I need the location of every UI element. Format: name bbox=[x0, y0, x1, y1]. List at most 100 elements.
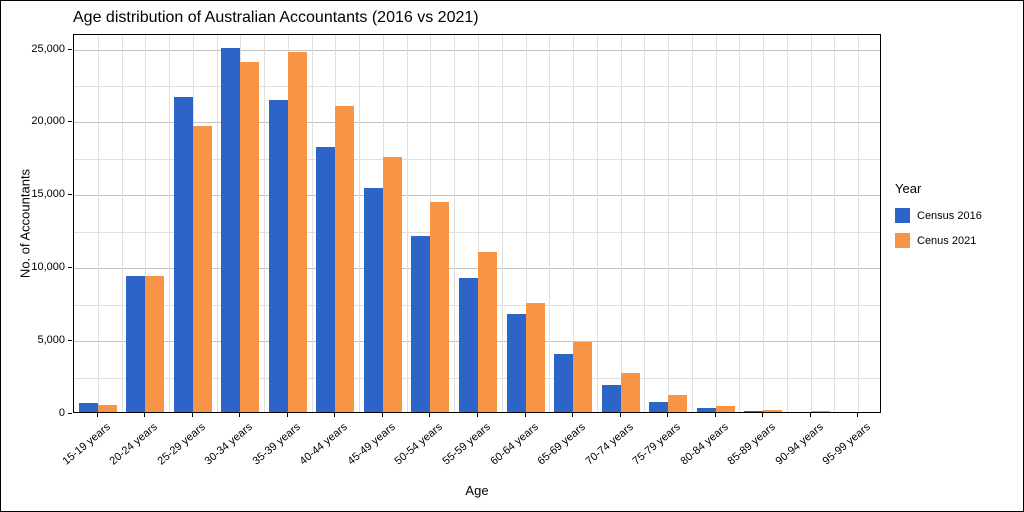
x-tick-label: 40-44 years bbox=[297, 421, 351, 468]
gridline-h-minor bbox=[74, 231, 880, 233]
y-tick-label: 15,000 bbox=[31, 188, 65, 201]
legend-label-2021: Cenus 2021 bbox=[917, 234, 977, 247]
y-tick-mark bbox=[68, 194, 72, 196]
gridline-v bbox=[786, 35, 788, 412]
x-tick-label: 15-19 years bbox=[60, 421, 113, 468]
x-tick-mark bbox=[477, 413, 478, 417]
gridline-v bbox=[359, 35, 361, 412]
gridline-v bbox=[573, 35, 575, 412]
x-tick-mark bbox=[857, 413, 859, 417]
gridline-v bbox=[763, 35, 765, 412]
gridline-v bbox=[715, 35, 717, 412]
gridline-h-major bbox=[74, 122, 880, 124]
gridline-v bbox=[739, 35, 741, 412]
bar-cenus-2021-55-59-years bbox=[478, 252, 497, 412]
x-tick-mark bbox=[96, 413, 98, 417]
x-tick-label: 85-89 years bbox=[725, 421, 778, 468]
bar-census-2016-40-44-years bbox=[316, 147, 335, 412]
bar-cenus-2021-80-84-years bbox=[716, 406, 735, 412]
bar-cenus-2021-25-29-years bbox=[193, 126, 212, 412]
gridline-h-minor bbox=[74, 158, 880, 160]
gridline-v bbox=[549, 35, 551, 412]
bar-cenus-2021-35-39-years bbox=[288, 52, 307, 412]
x-tick-mark bbox=[144, 413, 146, 417]
gridline-v bbox=[97, 35, 99, 412]
y-tick-label: 20,000 bbox=[31, 115, 65, 128]
x-tick-mark bbox=[667, 413, 669, 417]
bar-census-2016-45-49-years bbox=[364, 188, 383, 412]
y-tick-mark bbox=[68, 48, 72, 50]
gridline-v bbox=[620, 35, 622, 412]
plot-area bbox=[73, 34, 881, 413]
legend-swatch-2016 bbox=[895, 208, 910, 223]
chart-title: Age distribution of Australian Accountan… bbox=[73, 9, 479, 26]
gridline-v bbox=[501, 35, 503, 412]
y-tick-mark bbox=[68, 413, 72, 414]
x-tick-mark bbox=[619, 413, 621, 417]
x-tick-mark bbox=[239, 413, 241, 417]
x-tick-label: 95-99 years bbox=[820, 421, 873, 468]
gridline-h-minor bbox=[74, 86, 880, 88]
gridline-v bbox=[406, 35, 408, 412]
bar-census-2016-25-29-years bbox=[174, 97, 193, 412]
gridline-v bbox=[858, 35, 860, 412]
y-tick-mark bbox=[68, 340, 72, 342]
x-tick-label: 65-69 years bbox=[535, 421, 588, 468]
gridline-v bbox=[169, 35, 171, 412]
x-tick-label: 30-34 years bbox=[202, 421, 256, 468]
bar-cenus-2021-15-19-years bbox=[98, 405, 117, 412]
x-tick-label: 35-39 years bbox=[250, 421, 303, 468]
gridline-v bbox=[834, 35, 836, 412]
legend-title: Year bbox=[895, 181, 922, 196]
bar-census-2016-85-89-years bbox=[744, 411, 763, 412]
bar-census-2016-30-34-years bbox=[221, 48, 240, 412]
y-tick-label: 25,000 bbox=[31, 42, 65, 55]
bar-cenus-2021-65-69-years bbox=[573, 342, 592, 412]
gridline-h-major bbox=[74, 268, 880, 270]
bar-census-2016-65-69-years bbox=[554, 354, 573, 412]
bar-census-2016-35-39-years bbox=[269, 100, 288, 412]
gridline-v bbox=[216, 35, 218, 412]
gridline-v bbox=[145, 35, 147, 412]
x-tick-mark bbox=[381, 413, 383, 417]
bar-census-2016-60-64-years bbox=[507, 314, 526, 412]
y-tick-label: 5,000 bbox=[37, 334, 65, 347]
x-tick-mark bbox=[809, 413, 811, 417]
bar-cenus-2021-50-54-years bbox=[430, 202, 449, 412]
legend: Year Census 2016 Cenus 2021 bbox=[895, 181, 982, 258]
bar-cenus-2021-75-79-years bbox=[668, 395, 687, 412]
x-tick-mark bbox=[524, 413, 526, 417]
x-tick-mark bbox=[334, 413, 336, 417]
x-tick-label: 20-24 years bbox=[107, 421, 160, 468]
x-axis-title: Age bbox=[465, 483, 489, 498]
bar-cenus-2021-20-24-years bbox=[145, 276, 164, 412]
bar-census-2016-15-19-years bbox=[79, 403, 98, 412]
gridline-v bbox=[478, 35, 479, 412]
x-tick-mark bbox=[429, 413, 431, 417]
x-tick-mark bbox=[286, 413, 288, 417]
gridline-v bbox=[525, 35, 527, 412]
bar-cenus-2021-30-34-years bbox=[240, 62, 259, 412]
bar-cenus-2021-85-89-years bbox=[763, 410, 782, 412]
x-tick-mark bbox=[191, 413, 193, 417]
x-tick-label: 75-79 years bbox=[630, 421, 683, 468]
bar-cenus-2021-70-74-years bbox=[621, 373, 640, 412]
x-tick-label: 60-64 years bbox=[488, 421, 541, 468]
y-axis-title: No. of Accountants bbox=[17, 168, 33, 279]
x-tick-label: 80-84 years bbox=[678, 421, 731, 468]
legend-swatch-2021 bbox=[895, 233, 910, 248]
gridline-v bbox=[644, 35, 646, 412]
bar-census-2016-80-84-years bbox=[697, 408, 716, 412]
bar-census-2016-70-74-years bbox=[602, 385, 621, 412]
bar-cenus-2021-60-64-years bbox=[526, 303, 545, 412]
x-tick-label: 55-59 years bbox=[440, 421, 493, 468]
gridline-v bbox=[668, 35, 670, 412]
bar-cenus-2021-45-49-years bbox=[383, 157, 402, 412]
gridline-v bbox=[691, 35, 693, 412]
y-tick-mark bbox=[68, 267, 72, 269]
bar-cenus-2021-90-94-years bbox=[811, 411, 830, 412]
x-tick-mark bbox=[572, 413, 574, 417]
x-tick-mark bbox=[714, 413, 716, 417]
bar-census-2016-55-59-years bbox=[459, 278, 478, 412]
